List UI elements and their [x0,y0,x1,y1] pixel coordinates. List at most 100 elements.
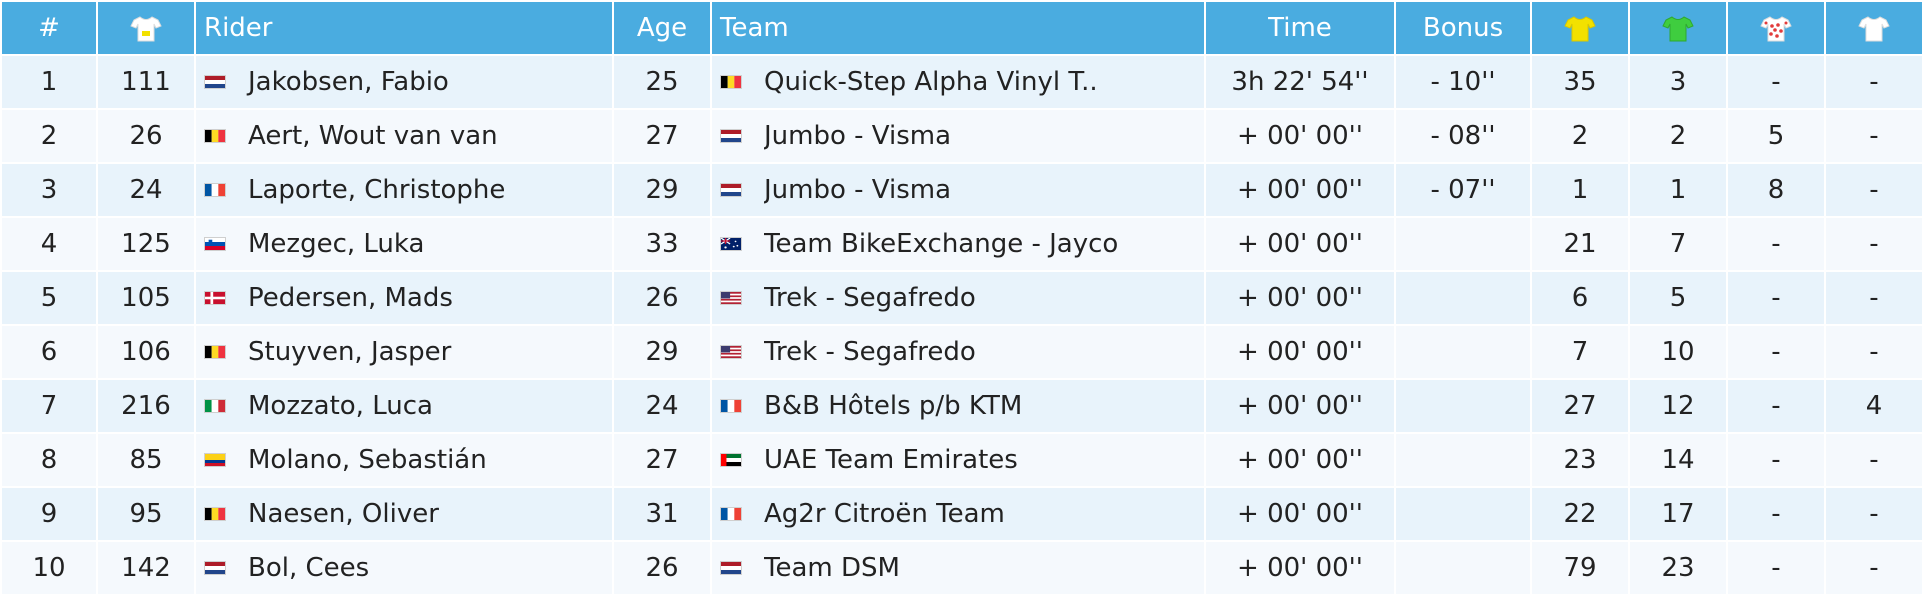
rider-header[interactable]: Rider [196,2,612,54]
white-jersey-youth-cell: - [1826,542,1922,594]
green-jersey-points-cell: 7 [1630,218,1726,270]
bib-number-cell: 24 [98,164,194,216]
position-cell: 2 [2,110,96,162]
team-name-link[interactable]: Jumbo - Visma [764,121,952,151]
team-header[interactable]: Team [712,2,1204,54]
team-name-link[interactable]: B&B Hôtels p/b KTM [764,391,1023,421]
table-row[interactable]: 7 216 Mozzato, Luca 24 B&B Hôtels p/b KTM + 0… [2,380,1922,432]
white-jersey-youth-cell: - [1826,56,1922,108]
rider-name-link[interactable]: Laporte, Christophe [248,175,506,205]
team-country-flag-icon [720,291,742,305]
team-name-link[interactable]: Team DSM [764,553,900,583]
team-country-flag-icon [720,399,742,413]
green-jersey-points-cell: 3 [1630,56,1726,108]
table-row[interactable]: 6 106 Stuyven, Jasper 29 Trek - Segafredo + 0… [2,326,1922,378]
age-cell: 27 [614,434,710,486]
white-jersey-header[interactable] [1826,2,1922,54]
yellow-jersey-gc-cell: 35 [1532,56,1628,108]
rider-name-link[interactable]: Jakobsen, Fabio [248,67,449,97]
polka-dot-jersey-header[interactable] [1728,2,1824,54]
position-cell: 7 [2,380,96,432]
time-cell: + 00' 00'' [1206,380,1394,432]
bib-number-cell: 26 [98,110,194,162]
yellow-jersey-header[interactable] [1532,2,1628,54]
team-cell: Ag2r Citroën Team [712,488,1204,540]
green-jersey-points-cell: 14 [1630,434,1726,486]
green-jersey-points-cell: 17 [1630,488,1726,540]
green-jersey-header[interactable] [1630,2,1726,54]
bonus-cell [1396,488,1530,540]
table-row[interactable]: 5 105 Pedersen, Mads 26 Trek - Segafredo + 00… [2,272,1922,324]
bib-number-cell: 125 [98,218,194,270]
rider-cell: Pedersen, Mads [196,272,612,324]
bib-number-cell: 142 [98,542,194,594]
rider-name-link[interactable]: Bol, Cees [248,553,370,583]
table-row[interactable]: 8 85 Molano, Sebastián 27 UAE Team Emirates +… [2,434,1922,486]
table-row[interactable]: 4 125 Mezgec, Luka 33 Team BikeExchange - Ja… [2,218,1922,270]
team-cell: Team DSM [712,542,1204,594]
green-jersey-points-cell: 2 [1630,110,1726,162]
time-cell: + 00' 00'' [1206,272,1394,324]
yellow-jersey-icon [1564,15,1596,41]
rider-cell: Stuyven, Jasper [196,326,612,378]
time-header[interactable]: Time [1206,2,1394,54]
age-header[interactable]: Age [614,2,710,54]
table-row[interactable]: 2 26 Aert, Wout van van 27 Jumbo - Visma + 00… [2,110,1922,162]
team-country-flag-icon [720,561,742,575]
table-row[interactable]: 10 142 Bol, Cees 26 Team DSM + 00' 00'' 79 23- - [2,542,1922,594]
position-header[interactable]: # [2,2,96,54]
bib-header[interactable] [98,2,194,54]
bib-number-cell: 216 [98,380,194,432]
bonus-header[interactable]: Bonus [1396,2,1530,54]
time-cell: + 00' 00'' [1206,164,1394,216]
green-jersey-points-cell: 23 [1630,542,1726,594]
position-cell: 10 [2,542,96,594]
rider-name-link[interactable]: Mezgec, Luka [248,229,425,259]
rider-name-link[interactable]: Molano, Sebastián [248,445,487,475]
rider-cell: Mezgec, Luka [196,218,612,270]
position-cell: 5 [2,272,96,324]
age-cell: 31 [614,488,710,540]
team-country-flag-icon [720,183,742,197]
rider-name-link[interactable]: Pedersen, Mads [248,283,453,313]
team-cell: Trek - Segafredo [712,272,1204,324]
team-name-link[interactable]: Trek - Segafredo [764,337,976,367]
white-jersey-youth-cell: - [1826,110,1922,162]
age-cell: 29 [614,326,710,378]
position-cell: 1 [2,56,96,108]
rider-name-link[interactable]: Aert, Wout van van [248,121,498,151]
bib-number-cell: 85 [98,434,194,486]
rider-name-link[interactable]: Stuyven, Jasper [248,337,452,367]
team-name-link[interactable]: UAE Team Emirates [764,445,1018,475]
team-name-link[interactable]: Ag2r Citroën Team [764,499,1005,529]
white-jersey-youth-cell: - [1826,164,1922,216]
age-cell: 27 [614,110,710,162]
rider-name-link[interactable]: Mozzato, Luca [248,391,433,421]
table-row[interactable]: 1 111 Jakobsen, Fabio 25 Quick-Step Alpha Vi… [2,56,1922,108]
time-cell: + 00' 00'' [1206,434,1394,486]
time-cell: + 00' 00'' [1206,542,1394,594]
bonus-cell: - 07'' [1396,164,1530,216]
table-row[interactable]: 3 24 Laporte, Christophe 29 Jumbo - Visma + 0… [2,164,1922,216]
polka-dot-kom-cell: - [1728,56,1824,108]
table-row[interactable]: 9 95 Naesen, Oliver 31 Ag2r Citroën Team + 00… [2,488,1922,540]
white-jersey-icon [1858,15,1890,41]
time-cell: + 00' 00'' [1206,110,1394,162]
yellow-jersey-gc-cell: 79 [1532,542,1628,594]
yellow-jersey-gc-cell: 27 [1532,380,1628,432]
yellow-jersey-gc-cell: 1 [1532,164,1628,216]
time-cell: + 00' 00'' [1206,488,1394,540]
rider-country-flag-icon [204,237,226,251]
yellow-jersey-gc-cell: 21 [1532,218,1628,270]
green-jersey-points-cell: 1 [1630,164,1726,216]
age-cell: 33 [614,218,710,270]
white-jersey-youth-cell: - [1826,272,1922,324]
green-jersey-points-cell: 12 [1630,380,1726,432]
team-name-link[interactable]: Jumbo - Visma [764,175,952,205]
team-name-link[interactable]: Quick-Step Alpha Vinyl T.. [764,67,1098,97]
team-name-link[interactable]: Trek - Segafredo [764,283,976,313]
rider-name-link[interactable]: Naesen, Oliver [248,499,439,529]
team-name-link[interactable]: Team BikeExchange - Jayco [764,229,1119,259]
polka-dot-kom-cell: 8 [1728,164,1824,216]
